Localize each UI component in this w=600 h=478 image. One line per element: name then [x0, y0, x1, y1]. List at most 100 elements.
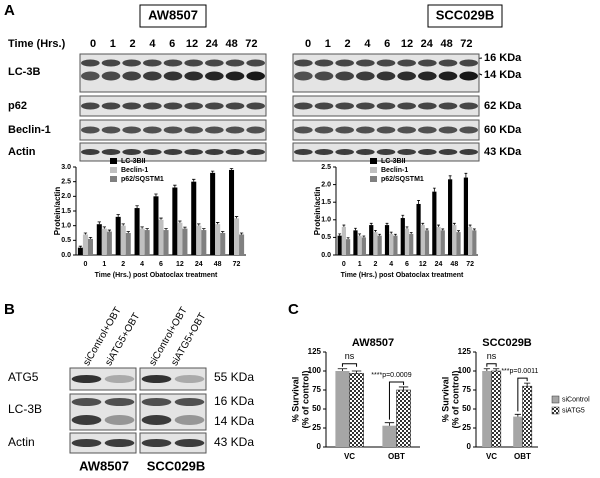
bar — [448, 179, 453, 255]
time-point: 12 — [186, 38, 198, 50]
size-label: 14 KDa — [214, 414, 254, 428]
band — [397, 59, 416, 67]
band — [81, 149, 100, 155]
band — [143, 59, 162, 67]
error-bar — [452, 222, 456, 226]
bar — [436, 226, 441, 255]
bar — [482, 371, 492, 447]
time-point: 2 — [345, 38, 351, 50]
x-tick-label: 0 — [83, 261, 87, 268]
y-tick-label: 0.5 — [61, 237, 71, 244]
x-tick-label: 72 — [466, 261, 474, 268]
error-bar — [362, 235, 366, 238]
bar — [389, 233, 394, 255]
x-tick-label: 1 — [358, 261, 362, 268]
band — [376, 102, 396, 110]
band — [163, 71, 183, 81]
legend-swatch — [110, 176, 117, 182]
error-bar — [385, 222, 389, 226]
band — [122, 102, 141, 110]
bar — [96, 224, 102, 255]
bar — [404, 228, 410, 255]
x-tick-label: 48 — [214, 261, 222, 268]
time-point: 6 — [169, 38, 175, 50]
band — [459, 149, 478, 155]
band — [81, 71, 100, 81]
band — [335, 149, 354, 155]
legend-swatch — [370, 167, 377, 173]
error-bar — [378, 233, 382, 236]
cell-line: SCC029B — [436, 7, 495, 22]
y-axis-label: (% of control) — [300, 371, 310, 429]
error-bar — [239, 232, 244, 235]
band — [174, 439, 205, 447]
band — [71, 439, 102, 447]
band — [205, 126, 224, 134]
error-bar — [514, 413, 521, 417]
band — [314, 71, 334, 81]
error-bar — [215, 222, 220, 225]
band — [163, 126, 183, 134]
band — [205, 59, 224, 67]
row-label: LC-3B — [8, 66, 40, 78]
band — [397, 126, 416, 134]
band — [335, 71, 354, 81]
band — [294, 126, 313, 134]
error-bar — [384, 422, 395, 426]
bar — [337, 235, 342, 255]
cell-line: SCC029B — [147, 458, 206, 473]
time-label: Time (Hrs.) — [8, 38, 66, 50]
bar — [424, 230, 430, 255]
bracket — [341, 363, 358, 367]
band — [246, 59, 265, 67]
bar — [345, 239, 351, 255]
bar — [210, 172, 216, 255]
band — [225, 71, 245, 81]
band — [356, 59, 375, 67]
error-bar — [83, 232, 88, 235]
time-point: 0 — [90, 38, 96, 50]
bar — [513, 416, 523, 447]
band — [184, 102, 203, 110]
band — [314, 59, 334, 67]
size-label: 16 KDa — [484, 52, 522, 64]
band — [141, 415, 172, 425]
error-bar — [192, 178, 196, 182]
time-point: 1 — [325, 38, 331, 50]
band — [143, 126, 162, 134]
y-tick-label: 100 — [308, 366, 322, 375]
bar — [382, 425, 397, 447]
bar — [106, 231, 112, 255]
band — [314, 149, 334, 155]
band — [294, 102, 313, 110]
bar — [163, 230, 169, 255]
error-bar — [354, 227, 357, 231]
error-bar — [448, 175, 452, 180]
time-point: 2 — [130, 38, 136, 50]
band — [294, 71, 313, 81]
band — [122, 71, 141, 81]
band — [376, 126, 396, 134]
row-label: LC-3B — [8, 402, 42, 416]
error-bar — [389, 231, 393, 234]
error-bar — [358, 233, 362, 236]
error-bar — [102, 226, 107, 229]
panel-label: A — [4, 2, 15, 19]
legend-label: LC-3BII — [121, 158, 146, 165]
error-bar — [472, 228, 476, 231]
error-bar — [210, 170, 215, 173]
band — [294, 149, 313, 155]
band — [205, 102, 224, 110]
error-bar — [437, 224, 440, 227]
band — [184, 149, 203, 155]
error-bar — [432, 187, 436, 192]
panel-label: C — [288, 301, 299, 318]
band — [438, 126, 458, 134]
band — [101, 71, 121, 81]
error-bar — [464, 172, 468, 178]
bar — [468, 226, 473, 255]
band — [104, 375, 135, 383]
blot — [69, 432, 137, 454]
legend-label: siATG5 — [562, 407, 585, 414]
